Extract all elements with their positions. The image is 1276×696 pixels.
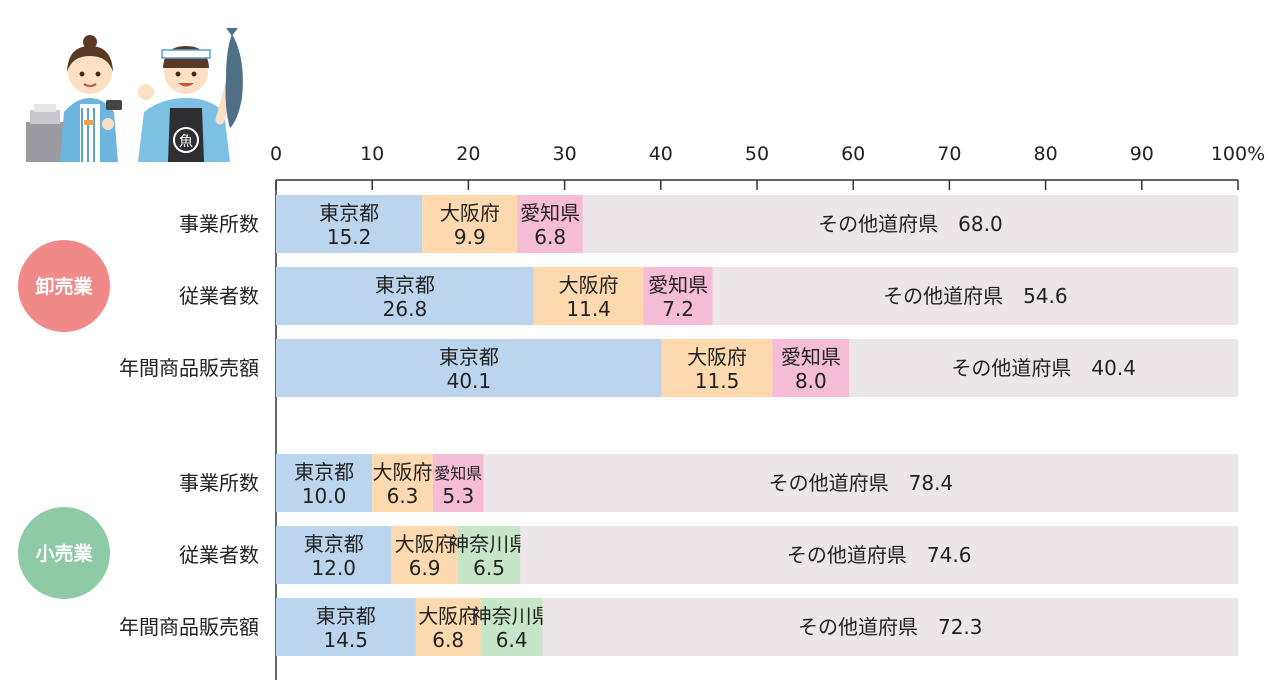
tick-label: 100% [1211, 143, 1265, 165]
data-label: 9.9 [454, 225, 486, 249]
segment-name-label: 愛知県 [781, 345, 841, 369]
bar-segment [533, 267, 644, 325]
data-label: 6.4 [496, 628, 528, 652]
bar-segment [391, 526, 458, 584]
segment-name-label: 大阪府 [687, 345, 747, 369]
bar-segment [542, 598, 1238, 656]
group-badge [18, 507, 110, 599]
data-label: その他道府県 72.3 [798, 615, 983, 639]
data-label: 6.8 [432, 628, 464, 652]
tick-label: 70 [937, 143, 961, 165]
data-label: 40.1 [447, 369, 492, 393]
tick-label: 10 [360, 143, 384, 165]
segment-name-label: 愛知県 [520, 201, 580, 225]
data-label: その他道府県 78.4 [769, 471, 954, 495]
segment-name-label: 大阪府 [395, 532, 455, 556]
data-label: その他道府県 40.4 [951, 356, 1136, 380]
bar-segment [415, 598, 481, 656]
data-label: 26.8 [383, 297, 428, 321]
bar-segment [422, 195, 518, 253]
bar-segment [276, 195, 423, 253]
bar-segment [432, 454, 484, 512]
tick-label: 60 [841, 143, 865, 165]
tick-label: 20 [456, 143, 480, 165]
segment-name-label: 東京都 [294, 460, 354, 484]
bar-segment [372, 454, 433, 512]
bar-segment [483, 454, 1238, 512]
group-label: 小売業 [35, 542, 93, 565]
segment-name-label: 愛知県 [648, 273, 708, 297]
row-label: 事業所数 [179, 212, 259, 236]
bar-segment [520, 526, 1238, 584]
bar-segment [712, 267, 1238, 325]
segment-name-label: 東京都 [319, 201, 379, 225]
data-label: 12.0 [311, 556, 356, 580]
data-label: 15.2 [327, 225, 372, 249]
bar-segment [276, 526, 392, 584]
bar-segment [276, 267, 534, 325]
data-label: 11.4 [566, 297, 611, 321]
segment-name-label: 神奈川県 [449, 532, 529, 556]
segment-name-label: 東京都 [316, 604, 376, 628]
row-label: 事業所数 [179, 471, 259, 495]
bar-segment [582, 195, 1238, 253]
row-label: 従業者数 [179, 284, 259, 308]
segment-name-label: 東京都 [304, 532, 364, 556]
bar-segment [457, 526, 521, 584]
tick-label: 30 [553, 143, 577, 165]
segment-name-label: 大阪府 [373, 460, 433, 484]
data-label: その他道府県 68.0 [818, 212, 1003, 236]
data-label: 7.2 [662, 297, 694, 321]
tick-label: 40 [649, 143, 673, 165]
row-label: 年間商品販売額 [119, 615, 259, 639]
svg-text:魚: 魚 [179, 134, 193, 150]
segment-name-label: 東京都 [439, 345, 499, 369]
data-label: その他道府県 54.6 [883, 284, 1068, 308]
segment-name-label: 神奈川県 [472, 604, 552, 628]
data-label: その他道府県 74.6 [787, 543, 972, 567]
data-label: 8.0 [795, 369, 827, 393]
tick-label: 50 [745, 143, 769, 165]
bar-segment [849, 339, 1238, 397]
fishmonger-person-icon: 魚 [138, 28, 243, 162]
tick-label: 90 [1130, 143, 1154, 165]
bar-segment [276, 598, 416, 656]
segment-name-label: 大阪府 [418, 604, 478, 628]
bar-segment [480, 598, 543, 656]
data-label: 6.9 [409, 556, 441, 580]
bar-segment [772, 339, 850, 397]
shop-workers-illustration: 魚 [26, 28, 243, 162]
bar-segment [661, 339, 773, 397]
segment-name-label: 愛知県 [434, 464, 482, 483]
tick-label: 0 [270, 143, 282, 165]
segment-name-label: 東京都 [375, 273, 435, 297]
bar-segment [517, 195, 583, 253]
data-label: 6.8 [534, 225, 566, 249]
data-label: 14.5 [323, 628, 368, 652]
data-label: 6.5 [473, 556, 505, 580]
bar-segment [276, 454, 373, 512]
row-label: 従業者数 [179, 543, 259, 567]
bar-segment [643, 267, 713, 325]
data-label: 10.0 [302, 484, 347, 508]
data-label: 11.5 [695, 369, 740, 393]
segment-name-label: 大阪府 [440, 201, 500, 225]
data-label: 5.3 [442, 484, 474, 508]
row-label: 年間商品販売額 [119, 356, 259, 380]
tick-label: 80 [1034, 143, 1058, 165]
cashier-person-icon [26, 35, 122, 162]
bar-segment [276, 339, 662, 397]
group-badge [18, 240, 110, 332]
segment-name-label: 大阪府 [559, 273, 619, 297]
data-label: 6.3 [387, 484, 419, 508]
group-label: 卸売業 [35, 275, 93, 298]
